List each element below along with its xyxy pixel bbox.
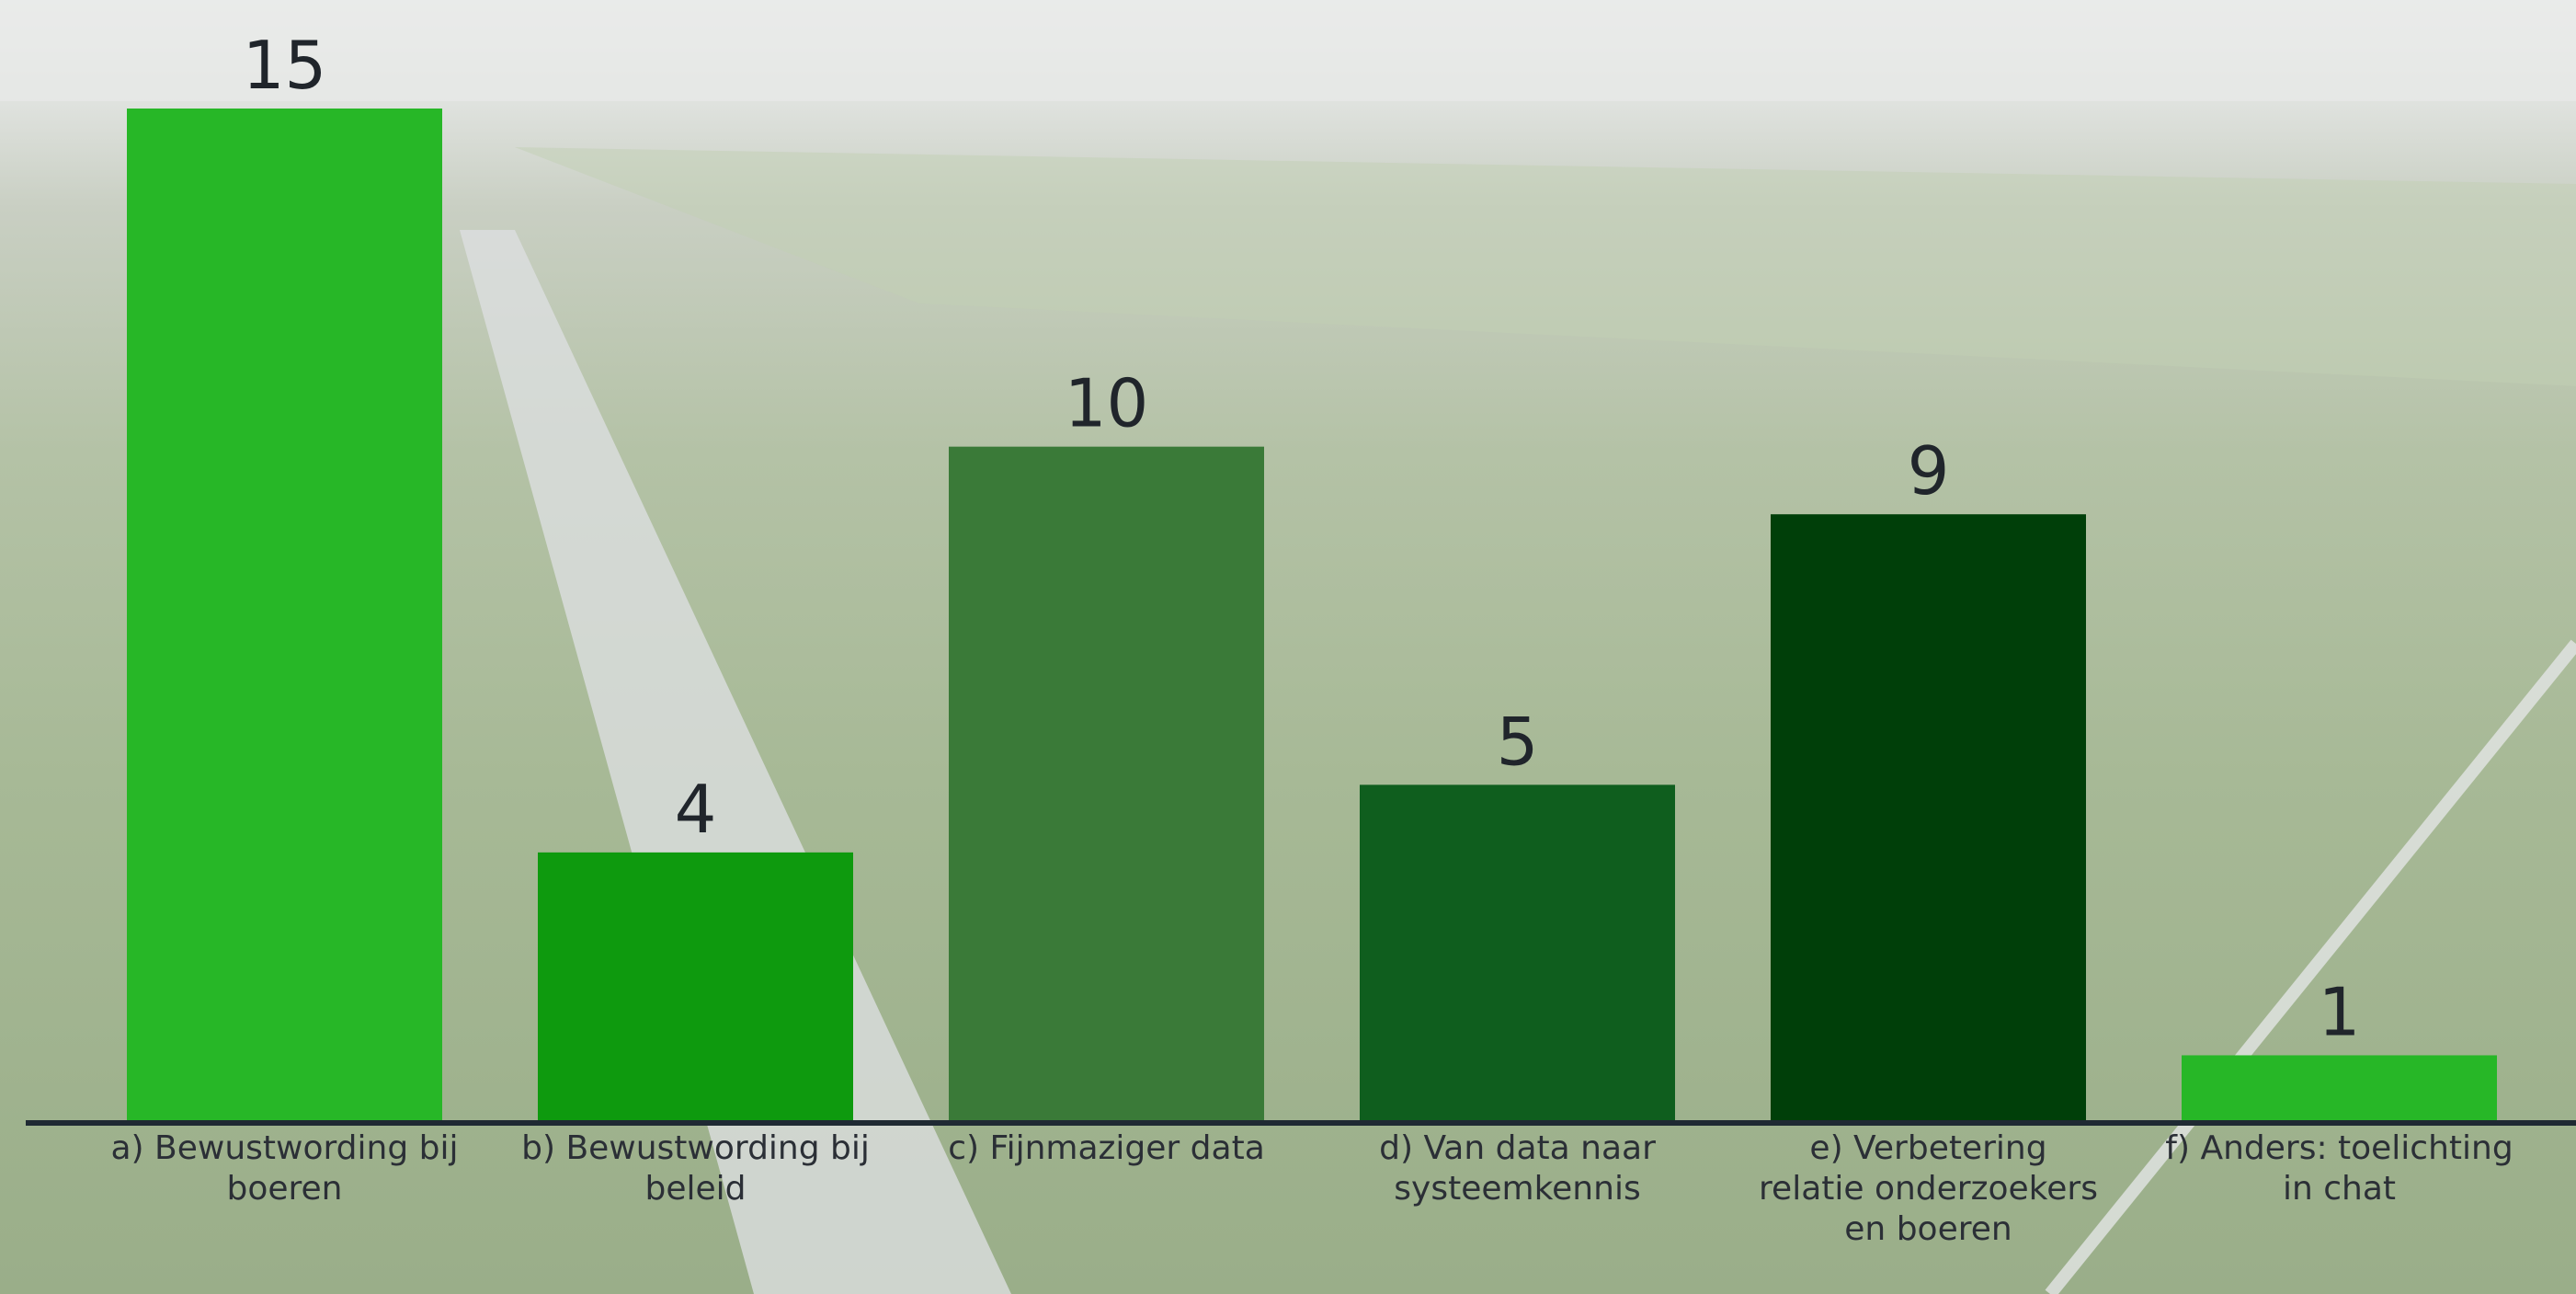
value-label: 9 (1908, 432, 1950, 510)
bar (1771, 514, 2086, 1123)
x-tick-label: c) Fijnmaziger data (948, 1129, 1265, 1167)
x-tick-label: d) Van data naar systeemkennis (1379, 1129, 1656, 1208)
x-tick-label: e) Verbetering relatie onderzoekers en b… (1759, 1129, 2098, 1248)
bar (538, 852, 853, 1123)
value-label: 5 (1497, 703, 1539, 780)
value-label: 1 (2319, 973, 2361, 1050)
value-label: 4 (675, 771, 717, 848)
bar (1360, 784, 1675, 1123)
x-tick-label: a) Bewustwording bij boeren (110, 1129, 459, 1208)
x-tick-label: f) Anders: toelichting in chat (2165, 1129, 2513, 1208)
bar (2182, 1055, 2497, 1123)
bar (127, 109, 442, 1123)
x-tick-label: b) Bewustwording bij beleid (521, 1129, 870, 1208)
value-label: 15 (243, 27, 327, 104)
value-label: 10 (1065, 365, 1149, 442)
bar (949, 446, 1264, 1124)
